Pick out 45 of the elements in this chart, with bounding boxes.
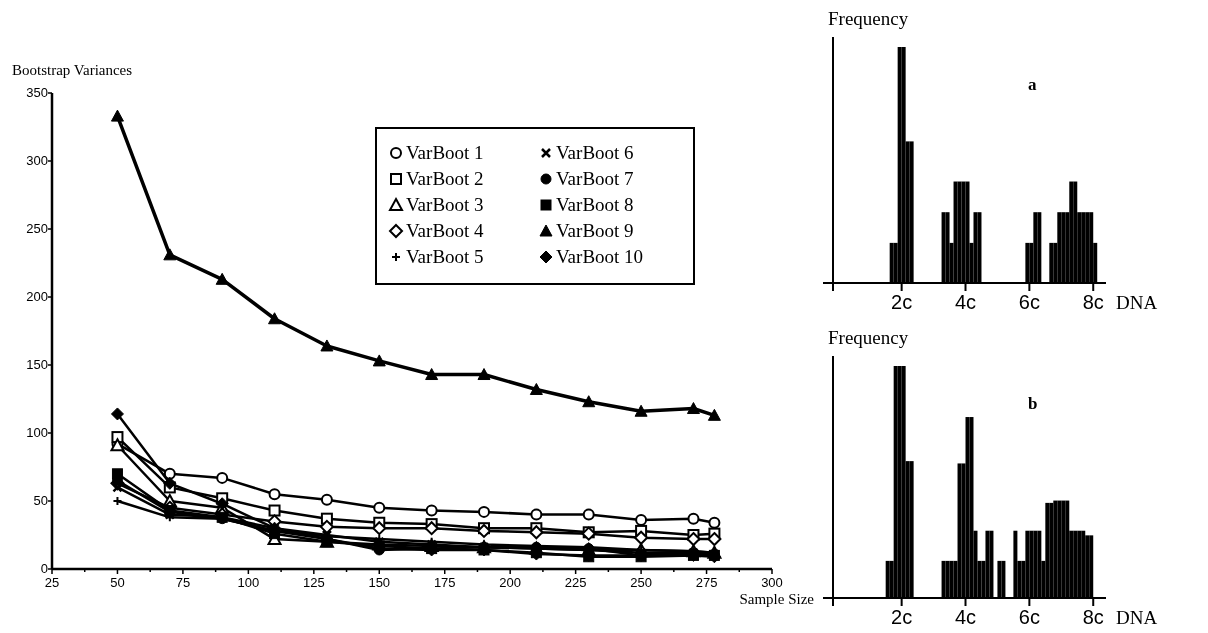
text: b [1028,394,1038,413]
legend-label: VarBoot 5 [406,246,484,267]
x-tick-label: 25 [44,575,60,590]
x-tick-label: 250 [630,575,652,590]
text: a [1028,75,1037,94]
x-tick-label: 50 [110,575,125,590]
x-tick-label: 150 [368,575,391,590]
x-axis-title: DNA [1116,292,1158,313]
legend-label: VarBoot 1 [406,142,484,163]
y-tick-label: 50 [33,493,48,508]
legend-label: VarBoot 8 [556,194,634,215]
x-tick-label: 100 [237,575,260,590]
x-tick-label: 6c [1018,606,1040,628]
x-tick-label: 125 [302,575,325,590]
legend-label: VarBoot 4 [406,220,485,241]
y-tick-label: 100 [26,425,48,440]
y-tick-label: 0 [40,561,48,576]
x-tick-label: 4c [954,291,977,313]
x-tick-label: 75 [175,575,191,590]
legend-label: VarBoot 3 [406,194,484,215]
x-tick-label: 2c [891,606,913,628]
y-tick-label: 300 [26,153,48,168]
x-tick-label: 225 [564,575,587,590]
y-axis-title: Frequency [828,327,909,348]
x-axis-title: DNA [1116,607,1158,628]
legend-label: VarBoot 6 [556,142,634,163]
legend-label: VarBoot 2 [406,168,484,189]
legend-label: VarBoot 7 [556,168,634,189]
x-tick-label: 200 [499,575,522,590]
x-tick-label: 6c [1018,291,1040,313]
legend-label: VarBoot 10 [556,246,644,267]
y-axis-title: Bootstrap Variances [12,62,133,78]
x-tick-label: 175 [433,575,456,590]
y-tick-label: 250 [26,221,48,236]
x-tick-label: 300 [761,575,783,590]
y-tick-label: 350 [26,85,48,100]
legend-label: VarBoot 9 [556,220,634,241]
x-tick-label: 2c [891,291,913,313]
y-tick-label: 150 [26,357,48,372]
x-tick-label: 4c [954,606,977,628]
x-tick-label: 8c [1082,606,1104,628]
y-axis-title: Frequency [828,8,909,29]
x-tick-label: 8c [1082,291,1104,313]
x-tick-label: 275 [695,575,718,590]
x-axis-title: Sample Size [739,591,815,607]
